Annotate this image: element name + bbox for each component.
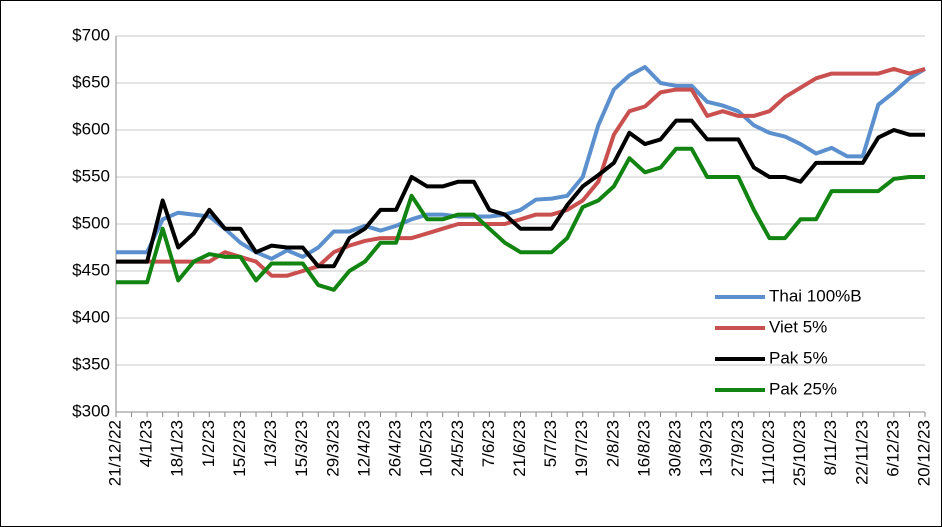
y-tick-label: $500 [72,213,110,232]
y-tick-label: $400 [72,307,110,326]
x-tick-label: 1/3/23 [261,420,280,467]
legend-label: Pak 5% [769,348,828,367]
x-tick-label: 7/6/23 [479,420,498,467]
x-tick-label: 20/12/23 [914,420,933,486]
x-tick-label: 16/8/23 [634,420,653,477]
x-tick-label: 29/3/23 [323,420,342,477]
x-tick-label: 6/12/23 [883,420,902,477]
y-tick-label: $650 [72,72,110,91]
y-tick-label: $300 [72,401,110,420]
line-series [116,118,925,269]
x-tick-label: 12/4/23 [354,420,373,477]
x-tick-label: 8/11/23 [821,420,840,475]
x-tick-label: 11/10/23 [759,420,778,485]
legend-label: Viet 5% [769,317,827,336]
legend-label: Pak 25% [769,379,837,398]
line-series [116,65,927,261]
x-tick-label: 24/5/23 [448,420,467,477]
x-tick-label: 21/6/23 [510,420,529,477]
x-tick-label: 1/2/23 [199,420,218,467]
x-tick-label: 19/7/23 [572,420,591,477]
x-tick-label: 4/1/23 [137,420,156,467]
legend-label: Thai 100%B [769,286,862,305]
x-tick-label: 27/9/23 [728,420,747,477]
x-tick-label: 10/5/23 [417,420,436,477]
y-tick-label: $350 [72,354,110,373]
x-tick-label: 15/3/23 [292,420,311,477]
x-tick-label: 21/12/22 [105,420,124,486]
x-tick-label: 22/11/23 [852,420,871,485]
x-tick-label: 30/8/23 [666,420,685,477]
x-tick-label: 5/7/23 [541,420,560,467]
x-tick-label: 18/1/23 [168,420,187,477]
x-tick-label: 26/4/23 [386,420,405,477]
y-tick-label: $550 [72,166,110,185]
line-series [116,146,925,292]
y-tick-label: $700 [72,25,110,44]
y-tick-label: $600 [72,119,110,138]
x-tick-label: 13/9/23 [697,420,716,477]
x-tick-label: 25/10/23 [790,420,809,486]
line-series [116,66,926,278]
x-tick-label: 15/2/23 [230,420,249,477]
y-tick-label: $450 [72,260,110,279]
x-tick-label: 2/8/23 [603,420,622,467]
